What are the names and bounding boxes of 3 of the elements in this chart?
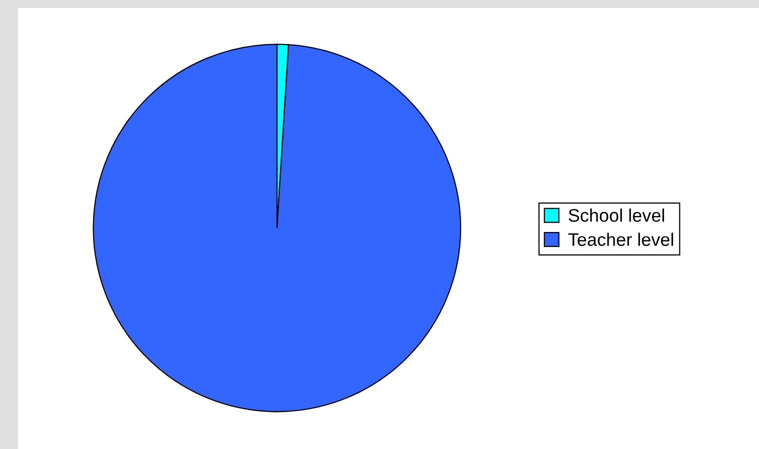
legend-label: School level: [568, 208, 664, 222]
legend-label: Teacher level: [568, 232, 674, 246]
pie-slice: [92, 44, 462, 412]
